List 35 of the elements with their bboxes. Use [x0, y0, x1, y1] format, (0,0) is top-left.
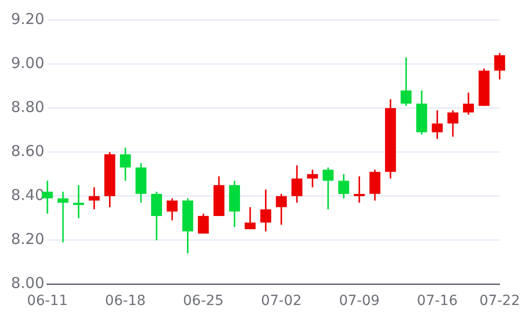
y-tick-label: 9.00 [10, 54, 44, 72]
candlestick [354, 176, 365, 204]
candlestick [151, 190, 162, 241]
candlestick [447, 110, 458, 138]
candlestick [400, 56, 412, 107]
candlestick [322, 166, 334, 210]
candlestick [307, 168, 318, 188]
candlestick [369, 168, 380, 202]
y-tick-label: 8.80 [10, 98, 44, 116]
candlestick [463, 92, 474, 116]
x-tick-label: 07-22 [479, 293, 520, 310]
candlestick [432, 110, 443, 140]
candlestick [494, 52, 506, 80]
x-tick-label: 07-16 [416, 293, 458, 310]
candlestick [260, 188, 272, 232]
x-tick-label: 07-09 [338, 293, 380, 310]
y-tick-label: 8.20 [10, 230, 44, 248]
y-tick-label: 8.60 [10, 142, 44, 160]
x-tick-label: 06-25 [183, 293, 224, 310]
x-tick-label: 06-18 [105, 293, 146, 310]
candlestick [291, 164, 302, 204]
candlestick [198, 212, 209, 234]
x-tick-label: 06-11 [27, 293, 68, 310]
candlestick [58, 190, 68, 244]
candlestick [166, 198, 178, 222]
x-tick-label: 07-02 [260, 293, 302, 310]
y-tick-label: 8.00 [10, 274, 44, 292]
candlestick [42, 180, 53, 214]
candlestick [120, 146, 131, 182]
y-tick-label: 9.20 [10, 10, 44, 28]
candlestick [73, 184, 84, 219]
candlestick [338, 173, 350, 200]
candlestick [88, 186, 100, 210]
candlestick [244, 206, 256, 230]
candlestick [276, 193, 287, 226]
